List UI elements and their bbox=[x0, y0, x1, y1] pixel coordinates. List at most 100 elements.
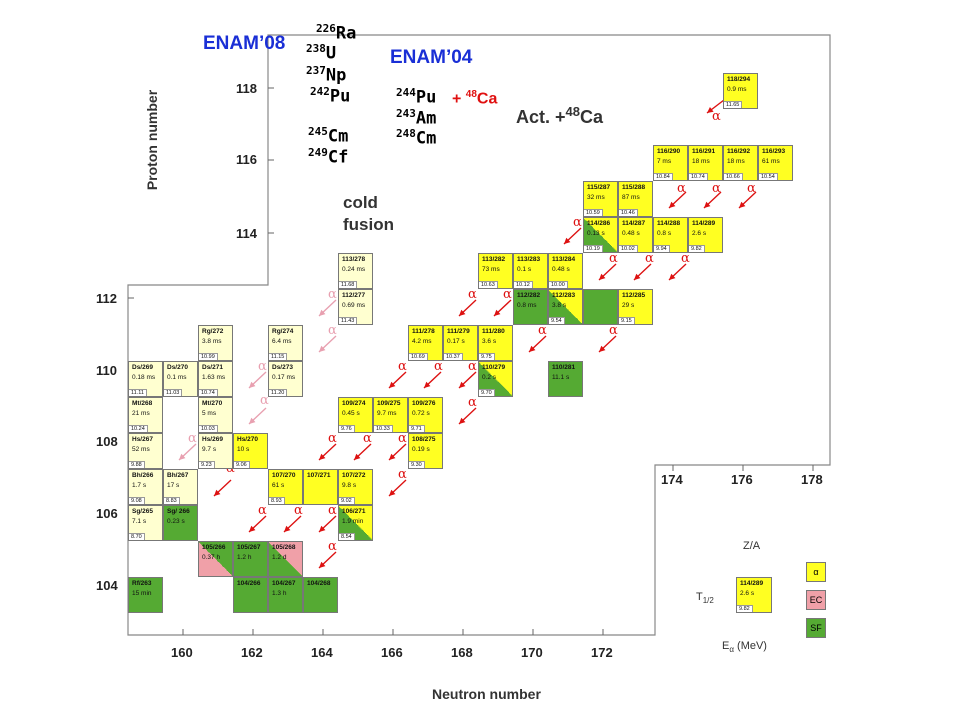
nuclide-halflife: 52 ms bbox=[132, 446, 150, 453]
nuclide-cell: Hs/267 52 ms 9.88 bbox=[128, 433, 163, 469]
target-cm245: 245Cm bbox=[308, 125, 349, 147]
nuclide-name: 104/268 bbox=[307, 580, 331, 587]
nuclide-alpha-energy: 10.54 bbox=[759, 173, 778, 180]
x-tick-170: 170 bbox=[521, 645, 543, 660]
nuclide-name: 107/271 bbox=[307, 472, 331, 479]
nuclide-name: Sg/265 bbox=[132, 508, 153, 515]
y-tick-110: 110 bbox=[96, 363, 117, 378]
nuclide-alpha-energy: 8.70 bbox=[129, 533, 145, 540]
decay-arrow-head bbox=[494, 309, 501, 316]
alpha-symbol: α bbox=[260, 393, 269, 408]
nuclide-alpha-energy: 9.82 bbox=[689, 245, 705, 252]
alpha-symbol: α bbox=[398, 359, 407, 374]
nuclide-alpha-energy: 11.68 bbox=[339, 281, 358, 288]
nuclide-halflife: 0.8 ms bbox=[517, 302, 537, 309]
nuclide-cell: Ds/269 0.18 ms 11.11 bbox=[128, 361, 163, 397]
nuclide-name: Hs/267 bbox=[132, 436, 153, 443]
nuclide-cell: 111/278 4.2 ms 10.69 bbox=[408, 325, 443, 361]
nuclide-halflife: 0.8 s bbox=[657, 230, 672, 237]
nuclide-alpha-energy: 9.15 bbox=[619, 317, 635, 324]
act-ca48-label: Act. +48Ca bbox=[516, 104, 604, 127]
nuclide-name: Mt/270 bbox=[202, 400, 223, 407]
enam04-label: ENAM’04 bbox=[390, 47, 473, 68]
nuclide-alpha-energy: 10.59 bbox=[584, 209, 603, 216]
y-tick-112: 112 bbox=[96, 291, 117, 306]
nuclide-halflife: 0.72 s bbox=[412, 410, 430, 417]
nuclide-cell: 105/266 0.37 h bbox=[198, 541, 233, 577]
nuclide-cell: Ds/270 0.1 ms 11.03 bbox=[163, 361, 198, 397]
nuclide-alpha-energy: 9.06 bbox=[234, 461, 250, 468]
nuclide-name: 104/267 bbox=[272, 580, 296, 587]
nuclide-alpha-energy: 10.99 bbox=[199, 353, 218, 360]
nuclide-cell: 106/271 1.9 min 8.54 bbox=[338, 505, 373, 541]
nuclide-name: 104/266 bbox=[237, 580, 261, 587]
nuclide-halflife: 0.1 ms bbox=[167, 374, 187, 381]
alpha-symbol: α bbox=[538, 323, 547, 338]
alpha-symbol: α bbox=[398, 467, 407, 482]
nuclide-alpha-energy: 10.69 bbox=[409, 353, 428, 360]
nuclide-halflife: 17 s bbox=[167, 482, 180, 489]
nuclide-cell: 105/268 1.2 d bbox=[268, 541, 303, 577]
nuclide-name: 116/293 bbox=[762, 148, 786, 155]
alpha-symbol: α bbox=[609, 251, 618, 266]
nuclide-halflife: 61 ms bbox=[762, 158, 780, 165]
nuclide-cell: 109/275 9.7 ms 10.33 bbox=[373, 397, 408, 433]
x-tick-160: 160 bbox=[171, 645, 193, 660]
decay-arrow-head bbox=[354, 453, 361, 460]
alpha-symbol: α bbox=[328, 323, 337, 338]
nuclide-name: 111/278 bbox=[412, 328, 435, 335]
y-axis-title: Proton number bbox=[144, 89, 160, 191]
nuclide-halflife: 0.24 ms bbox=[342, 266, 366, 273]
nuclide-alpha-energy: 11.20 bbox=[269, 389, 288, 396]
decay-arrow-head bbox=[459, 381, 466, 388]
alpha-symbol: α bbox=[747, 181, 756, 196]
nuclide-name: 109/275 bbox=[377, 400, 401, 407]
decay-arrow-head bbox=[389, 381, 396, 388]
nuclide-alpha-energy: 10.00 bbox=[549, 281, 568, 288]
nuclide-name: 107/270 bbox=[272, 472, 296, 479]
nuclide-alpha-energy: 10.37 bbox=[444, 353, 463, 360]
decay-arrow-head bbox=[424, 381, 431, 388]
nuclide-cell: 112/283 3.8 s 9.54 bbox=[548, 289, 583, 325]
alpha-symbol: α bbox=[468, 395, 477, 410]
alpha-symbol: α bbox=[258, 503, 267, 518]
nuclide-alpha-energy: 10.24 bbox=[129, 425, 148, 432]
nuclide-halflife: 15 min bbox=[132, 590, 152, 597]
y-tick-114: 114 bbox=[236, 226, 257, 241]
nuclide-cell: Rf/263 15 min bbox=[128, 577, 163, 613]
nuclide-cell: 109/274 0.45 s 9.76 bbox=[338, 397, 373, 433]
nuclide-cell: 107/271 bbox=[303, 469, 338, 505]
nuclide-cell: 105/267 1.2 h bbox=[233, 541, 268, 577]
nuclide-alpha-energy: 9.54 bbox=[549, 317, 565, 324]
target-np237: 237Np bbox=[306, 64, 347, 86]
nuclide-halflife: 1.63 ms bbox=[202, 374, 226, 381]
nuclide-halflife: 0.17 s bbox=[447, 338, 465, 345]
nuclide-halflife: 18 ms bbox=[692, 158, 710, 165]
nuclide-name: Rg/272 bbox=[202, 328, 224, 335]
nuclide-halflife: 11.1 s bbox=[552, 374, 570, 381]
x-tick-162: 162 bbox=[241, 645, 263, 660]
decay-arrow-head bbox=[249, 525, 256, 532]
nuclide-cell: 115/288 87 ms 10.46 bbox=[618, 181, 653, 217]
nuclide-name: Ds/270 bbox=[167, 364, 188, 371]
alpha-symbol: α bbox=[468, 287, 477, 302]
alpha-symbol: α bbox=[645, 251, 654, 266]
nuclide-alpha-energy: 10.74 bbox=[199, 389, 218, 396]
nuclide-name: 105/267 bbox=[237, 544, 261, 551]
nuclide-cell: 104/266 bbox=[233, 577, 268, 613]
nuclide-name: 105/266 bbox=[202, 544, 226, 551]
nuclide-alpha-energy: 8.93 bbox=[269, 497, 285, 504]
nuclide-cell: Hs/270 10 s 9.06 bbox=[233, 433, 268, 469]
nuclide-halflife: 5 ms bbox=[202, 410, 217, 417]
nuclide-cell: Ds/271 1.63 ms 10.74 bbox=[198, 361, 233, 397]
x-tick-166: 166 bbox=[381, 645, 403, 660]
nuclide-cell: 112/282 0.8 ms bbox=[513, 289, 548, 325]
nuclide-name: Rf/263 bbox=[132, 580, 152, 587]
nuclide-cell: 118/294 0.9 ms 11.65 bbox=[723, 73, 758, 109]
nuclide-cell: 111/280 3.6 s 9.75 bbox=[478, 325, 513, 361]
nuclide-alpha-energy: 9.70 bbox=[479, 389, 495, 396]
nuclide-halflife: 0.18 ms bbox=[132, 374, 156, 381]
nuclide-name: 116/292 bbox=[727, 148, 751, 155]
alpha-symbol: α bbox=[328, 539, 337, 554]
decay-arrow-head bbox=[634, 273, 641, 280]
